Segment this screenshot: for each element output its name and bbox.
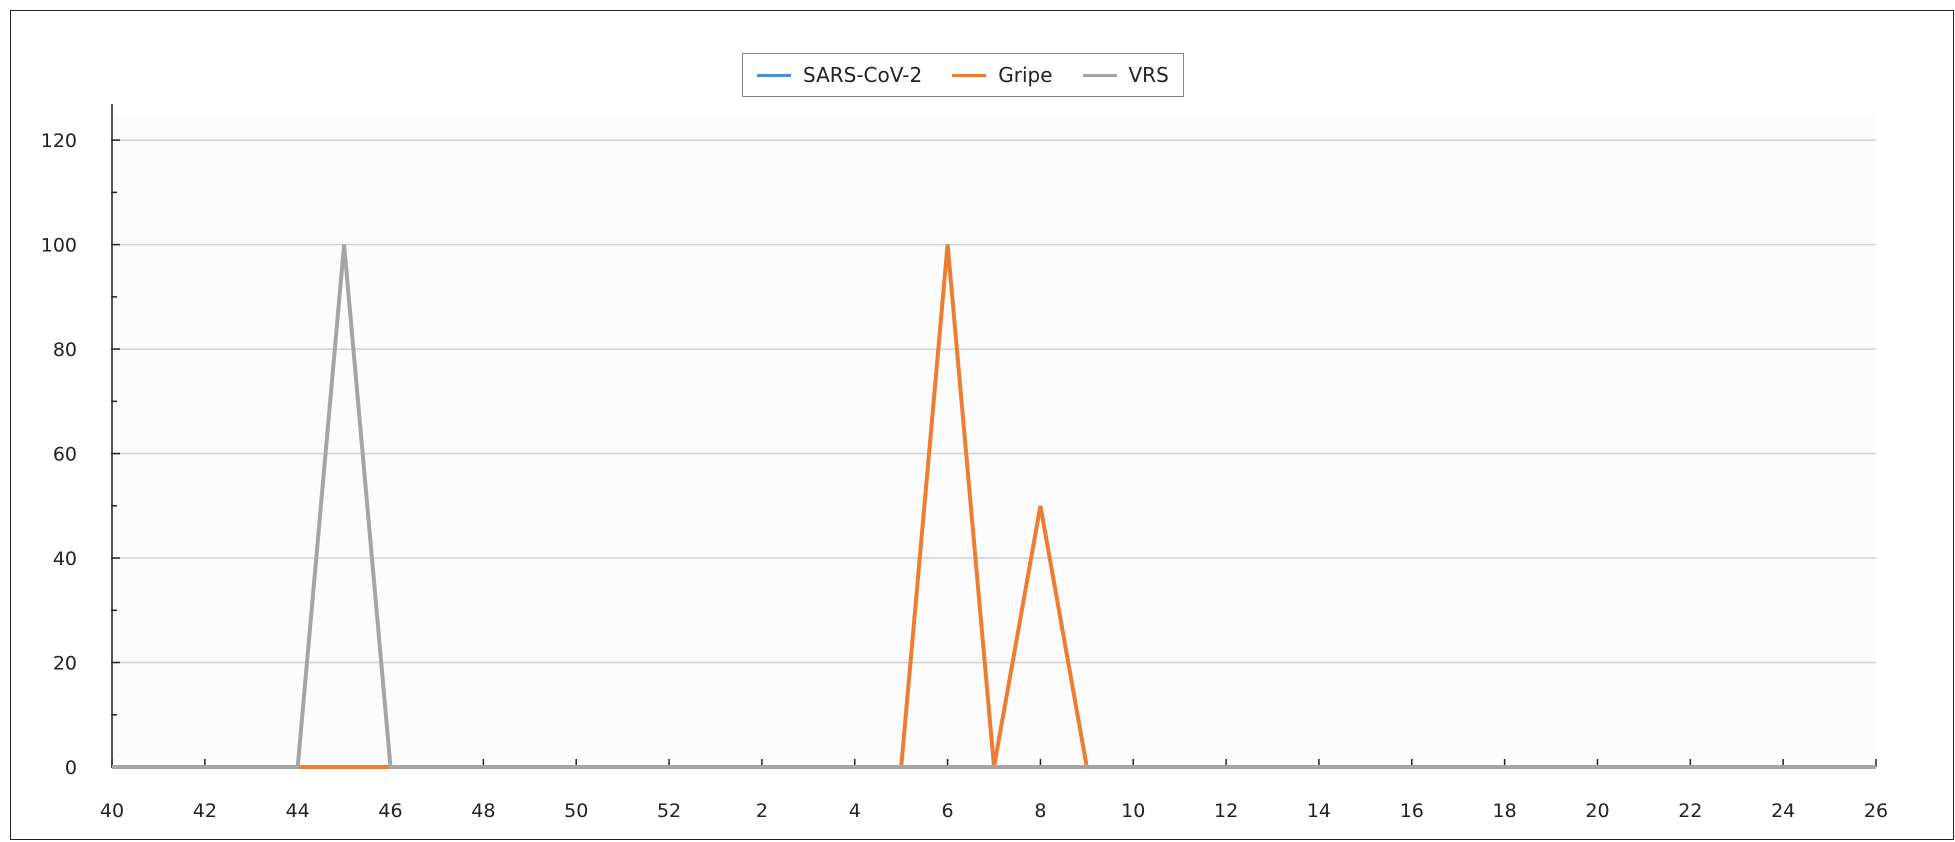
x-tick-label: 50 bbox=[564, 800, 588, 822]
x-tick-label: 6 bbox=[942, 800, 954, 822]
x-tick-label: 16 bbox=[1400, 800, 1424, 822]
y-tick-label: 20 bbox=[53, 653, 77, 675]
legend-item-vrs: VRS bbox=[1082, 63, 1169, 87]
legend: SARS-CoV-2 Gripe VRS bbox=[742, 53, 1184, 97]
y-tick-label: 80 bbox=[53, 339, 77, 361]
x-tick-label: 48 bbox=[471, 800, 495, 822]
x-tick-label: 2 bbox=[756, 800, 768, 822]
grid-layer bbox=[112, 139, 1876, 664]
legend-item-gripe: Gripe bbox=[952, 63, 1053, 87]
legend-label-sars-cov-2: SARS-CoV-2 bbox=[803, 63, 923, 87]
x-tick-label: 46 bbox=[378, 800, 402, 822]
legend-swatch-gripe bbox=[952, 73, 987, 77]
x-tick-label: 18 bbox=[1493, 800, 1517, 822]
x-tick-label: 10 bbox=[1121, 800, 1145, 822]
x-tick-label: 22 bbox=[1678, 800, 1702, 822]
legend-label-vrs: VRS bbox=[1128, 63, 1169, 87]
legend-label-gripe: Gripe bbox=[998, 63, 1053, 87]
chart-frame: 0 20 40 60 80 100 120 40 42 44 46 48 50 52 2 4 6 8 10 12 14 1… bbox=[10, 10, 1954, 840]
y-tick-label: 60 bbox=[53, 444, 77, 466]
x-tick-label: 12 bbox=[1214, 800, 1238, 822]
x-tick-label: 52 bbox=[657, 800, 681, 822]
y-tick-label: 100 bbox=[41, 235, 77, 257]
legend-swatch-sars-cov-2 bbox=[757, 73, 791, 77]
plot-area-background bbox=[112, 114, 1876, 767]
x-tick-label: 42 bbox=[193, 800, 217, 822]
x-tick-label: 8 bbox=[1034, 800, 1046, 822]
x-tick-label: 4 bbox=[849, 800, 861, 822]
legend-swatch-vrs bbox=[1082, 73, 1117, 77]
x-tick-label: 14 bbox=[1307, 800, 1331, 822]
x-tick-label: 44 bbox=[286, 800, 310, 822]
x-tick-label: 40 bbox=[100, 800, 124, 822]
x-tick-label: 20 bbox=[1585, 800, 1609, 822]
x-tick-label: 24 bbox=[1771, 800, 1795, 822]
legend-item-sars-cov-2: SARS-CoV-2 bbox=[757, 63, 922, 87]
y-tick-label: 120 bbox=[41, 130, 77, 152]
series-layer bbox=[111, 244, 1877, 769]
y-tick-label: 0 bbox=[65, 757, 77, 779]
x-tick-label: 26 bbox=[1864, 800, 1888, 822]
y-tick-label: 40 bbox=[53, 548, 77, 570]
